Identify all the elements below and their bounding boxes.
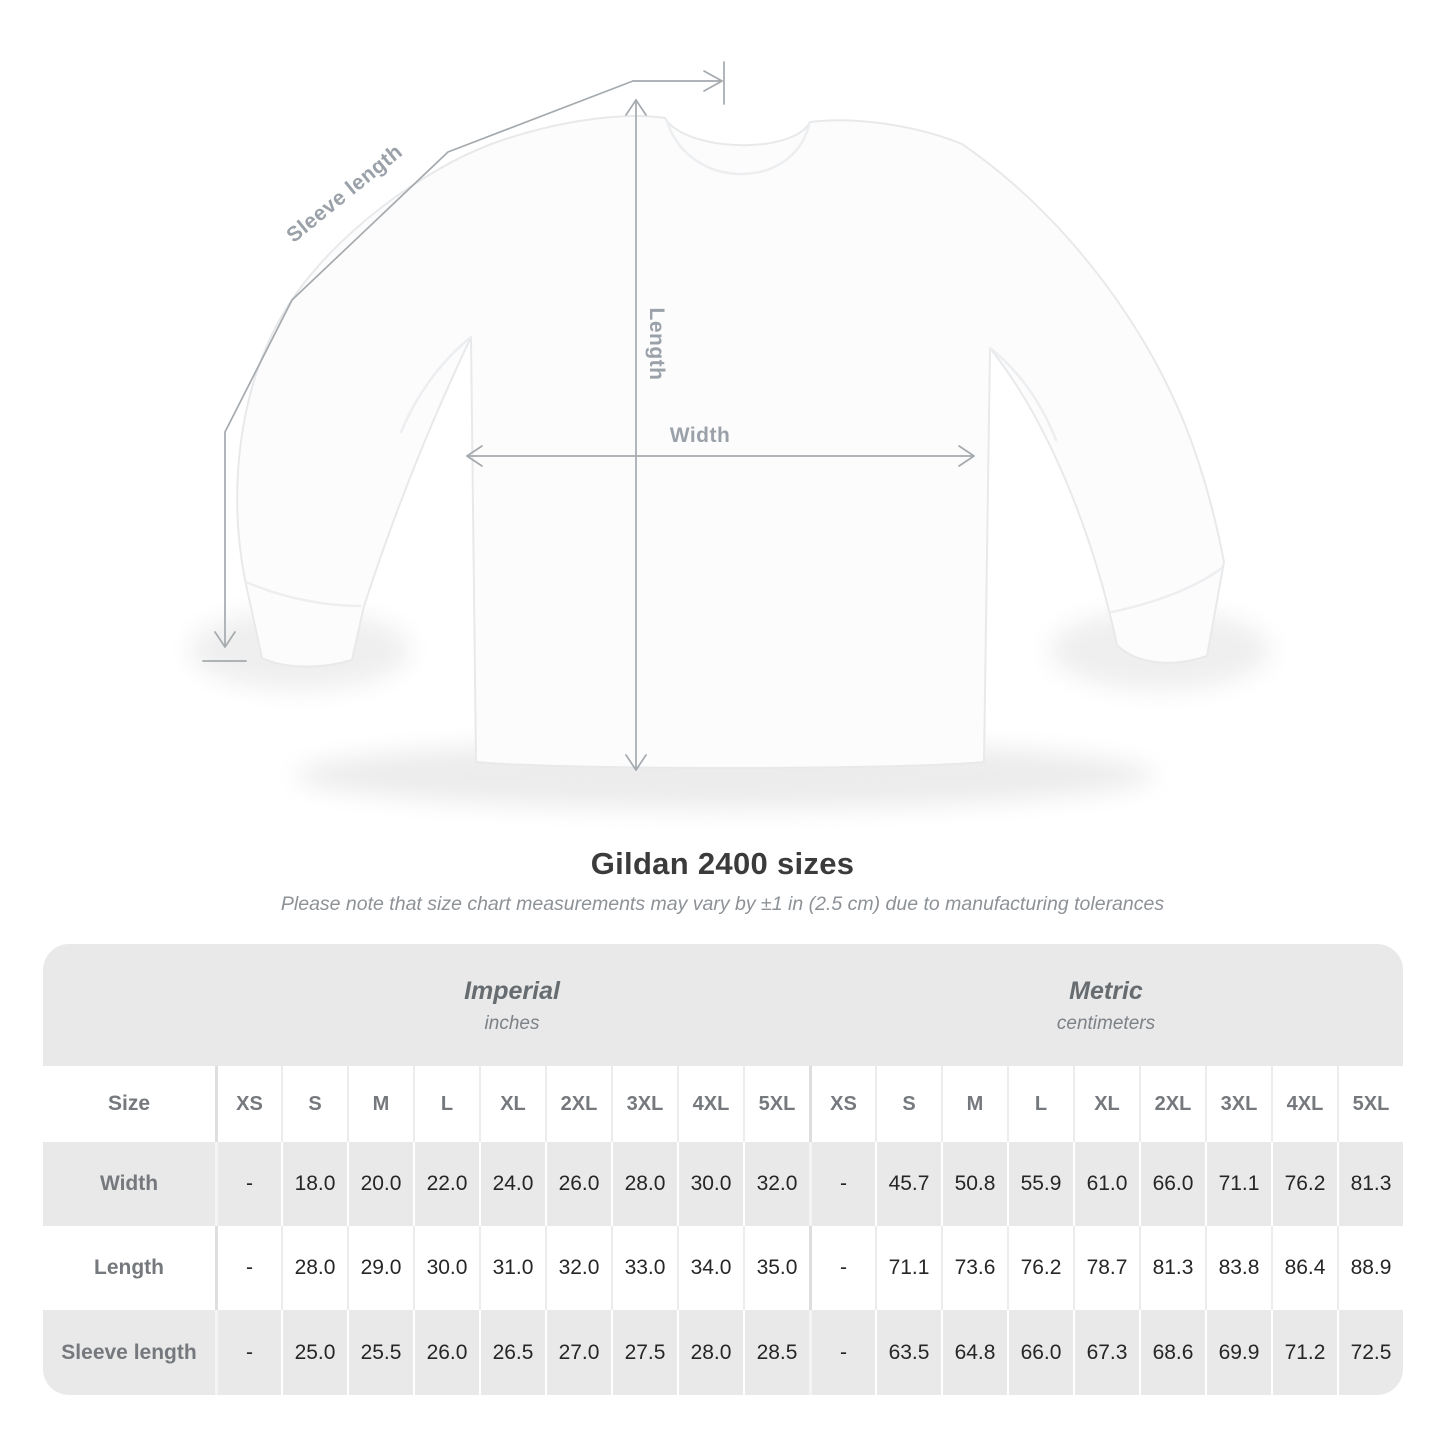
size-col-header: L: [413, 1066, 479, 1142]
value-cell: 35.0: [743, 1226, 809, 1310]
value-cell: 30.0: [677, 1142, 743, 1226]
value-cell: -: [215, 1226, 281, 1310]
value-cell: 26.0: [413, 1310, 479, 1395]
value-cell: 27.5: [611, 1310, 677, 1395]
size-table: Imperial inches Metric centimeters Size X…: [43, 944, 1403, 1395]
value-cell: 78.7: [1073, 1226, 1139, 1310]
value-cell: 76.2: [1271, 1142, 1337, 1226]
value-cell: 50.8: [941, 1142, 1007, 1226]
shirt-outline: [236, 115, 1225, 769]
value-cell: 71.1: [1205, 1142, 1271, 1226]
value-cell: 24.0: [479, 1142, 545, 1226]
value-cell: 67.3: [1073, 1310, 1139, 1395]
value-cell: 27.0: [545, 1310, 611, 1395]
width-arrow: [466, 445, 975, 467]
row-label: Sleeve length: [43, 1310, 215, 1395]
value-cell: 22.0: [413, 1142, 479, 1226]
size-col-header: S: [281, 1066, 347, 1142]
value-cell: 81.3: [1337, 1142, 1403, 1226]
value-cell: 66.0: [1139, 1142, 1205, 1226]
band-spacer: [43, 944, 215, 1066]
value-cell: 83.8: [1205, 1226, 1271, 1310]
value-cell: 31.0: [479, 1226, 545, 1310]
value-cell: 29.0: [347, 1226, 413, 1310]
value-cell: -: [215, 1310, 281, 1395]
value-cell: 26.0: [545, 1142, 611, 1226]
unit-group-band: Imperial inches Metric centimeters: [43, 944, 1403, 1066]
table-grid: Size XS S M L XL 2XL 3XL 4XL 5XL XS S M L XL 2XL 3XL 4XL 5…: [43, 1066, 1403, 1395]
value-cell: -: [809, 1310, 875, 1395]
metric-unit: centimeters: [1056, 1013, 1156, 1034]
value-cell: 25.5: [347, 1310, 413, 1395]
value-cell: 28.0: [611, 1142, 677, 1226]
value-cell: 45.7: [875, 1142, 941, 1226]
size-col-header: 5XL: [1337, 1066, 1403, 1142]
metric-label: Metric: [1069, 977, 1143, 1005]
size-col-header: M: [941, 1066, 1007, 1142]
size-col-header: 3XL: [1205, 1066, 1271, 1142]
value-cell: 88.9: [1337, 1226, 1403, 1310]
value-cell: 18.0: [281, 1142, 347, 1226]
metric-header: Metric centimeters: [809, 944, 1403, 1066]
size-col-header: 2XL: [545, 1066, 611, 1142]
row-label: Length: [43, 1226, 215, 1310]
value-cell: 64.8: [941, 1310, 1007, 1395]
size-col-header: 5XL: [743, 1066, 809, 1142]
value-cell: 30.0: [413, 1226, 479, 1310]
value-cell: 66.0: [1007, 1310, 1073, 1395]
tolerance-note: Please note that size chart measurements…: [280, 893, 1165, 915]
imperial-header: Imperial inches: [215, 944, 809, 1066]
value-cell: 32.0: [545, 1226, 611, 1310]
value-cell: 71.1: [875, 1226, 941, 1310]
length-arrow: [625, 99, 647, 771]
imperial-label: Imperial: [464, 977, 560, 1005]
shirt-illustration: [190, 61, 1270, 809]
width-label: Width: [669, 424, 731, 447]
value-cell: 63.5: [875, 1310, 941, 1395]
value-cell: 20.0: [347, 1142, 413, 1226]
size-col-header: S: [875, 1066, 941, 1142]
size-col-header: 4XL: [1271, 1066, 1337, 1142]
value-cell: -: [215, 1142, 281, 1226]
value-cell: 28.0: [281, 1226, 347, 1310]
size-col-header: XL: [479, 1066, 545, 1142]
imperial-unit: inches: [484, 1013, 540, 1034]
value-cell: 71.2: [1271, 1310, 1337, 1395]
shirt-diagram: Sleeve length Length Width: [190, 61, 1270, 809]
value-cell: 69.9: [1205, 1310, 1271, 1395]
size-col-header: L: [1007, 1066, 1073, 1142]
size-header-label: Size: [43, 1066, 215, 1142]
size-col-header: XL: [1073, 1066, 1139, 1142]
sleeve-length-arrow: [202, 61, 725, 662]
value-cell: 68.6: [1139, 1310, 1205, 1395]
value-cell: 33.0: [611, 1226, 677, 1310]
row-label: Width: [43, 1142, 215, 1226]
value-cell: 34.0: [677, 1226, 743, 1310]
value-cell: 55.9: [1007, 1142, 1073, 1226]
page-title: Gildan 2400 sizes: [590, 846, 855, 881]
size-col-header: 4XL: [677, 1066, 743, 1142]
value-cell: 26.5: [479, 1310, 545, 1395]
value-cell: 86.4: [1271, 1226, 1337, 1310]
value-cell: 28.5: [743, 1310, 809, 1395]
size-col-header: 2XL: [1139, 1066, 1205, 1142]
value-cell: -: [809, 1142, 875, 1226]
value-cell: 76.2: [1007, 1226, 1073, 1310]
size-col-header: 3XL: [611, 1066, 677, 1142]
value-cell: 32.0: [743, 1142, 809, 1226]
size-col-header: XS: [215, 1066, 281, 1142]
value-cell: 28.0: [677, 1310, 743, 1395]
value-cell: 25.0: [281, 1310, 347, 1395]
value-cell: -: [809, 1226, 875, 1310]
value-cell: 61.0: [1073, 1142, 1139, 1226]
value-cell: 81.3: [1139, 1226, 1205, 1310]
size-col-header: XS: [809, 1066, 875, 1142]
size-col-header: M: [347, 1066, 413, 1142]
value-cell: 72.5: [1337, 1310, 1403, 1395]
length-label: Length: [645, 307, 668, 381]
value-cell: 73.6: [941, 1226, 1007, 1310]
shirt-seams: [244, 119, 1224, 614]
